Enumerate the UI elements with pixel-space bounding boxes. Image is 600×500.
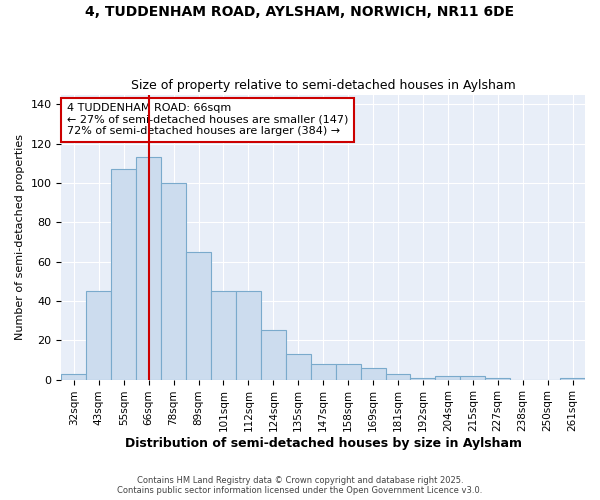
Bar <box>186 252 211 380</box>
Text: Contains HM Land Registry data © Crown copyright and database right 2025.
Contai: Contains HM Land Registry data © Crown c… <box>118 476 482 495</box>
Bar <box>61 374 86 380</box>
X-axis label: Distribution of semi-detached houses by size in Aylsham: Distribution of semi-detached houses by … <box>125 437 522 450</box>
Bar <box>361 368 386 380</box>
Bar <box>335 364 361 380</box>
Bar <box>261 330 286 380</box>
Bar <box>460 376 485 380</box>
Text: 4 TUDDENHAM ROAD: 66sqm
← 27% of semi-detached houses are smaller (147)
72% of s: 4 TUDDENHAM ROAD: 66sqm ← 27% of semi-de… <box>67 103 348 136</box>
Bar <box>86 291 111 380</box>
Title: Size of property relative to semi-detached houses in Aylsham: Size of property relative to semi-detach… <box>131 79 515 92</box>
Bar <box>386 374 410 380</box>
Bar <box>111 170 136 380</box>
Bar <box>136 158 161 380</box>
Bar <box>410 378 436 380</box>
Bar <box>436 376 460 380</box>
Bar <box>161 183 186 380</box>
Text: 4, TUDDENHAM ROAD, AYLSHAM, NORWICH, NR11 6DE: 4, TUDDENHAM ROAD, AYLSHAM, NORWICH, NR1… <box>85 5 515 19</box>
Bar <box>311 364 335 380</box>
Bar <box>236 291 261 380</box>
Bar <box>485 378 510 380</box>
Y-axis label: Number of semi-detached properties: Number of semi-detached properties <box>15 134 25 340</box>
Bar <box>560 378 585 380</box>
Bar <box>211 291 236 380</box>
Bar <box>286 354 311 380</box>
